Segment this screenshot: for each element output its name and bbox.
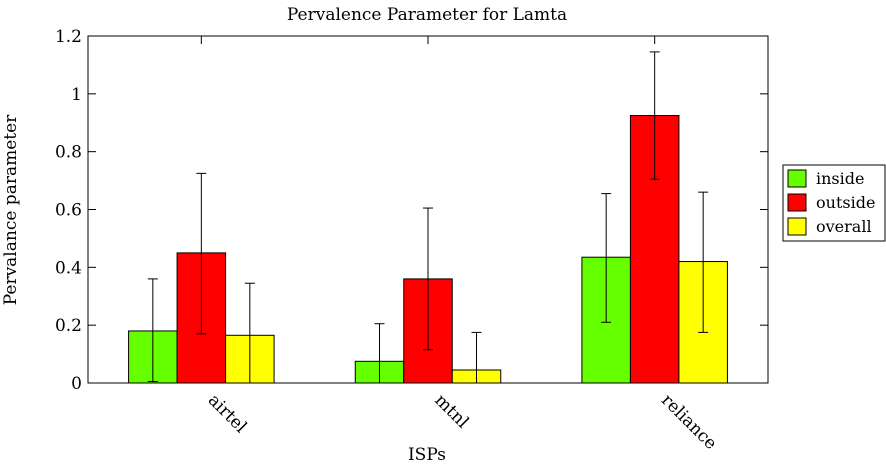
y-tick-label: 0 <box>71 374 82 394</box>
legend-label-outside: outside <box>816 193 875 212</box>
plot-area: 0 0.2 0.4 0.6 0.8 1 1.2 airtel mtnl reliance <box>55 27 769 454</box>
x-tick-label: mtnl <box>430 390 472 432</box>
legend: inside outside overall <box>782 164 886 242</box>
y-tick-label: 0.2 <box>55 316 82 336</box>
x-tick-label: airtel <box>204 390 251 437</box>
y-tick-label: 0.6 <box>55 201 82 221</box>
y-axis-label: Pervalance parameter <box>1 114 21 305</box>
legend-label-inside: inside <box>816 169 864 188</box>
legend-swatch-outside <box>787 193 807 212</box>
legend-swatch-overall <box>787 217 807 236</box>
y-tick-label: 1.2 <box>55 27 82 47</box>
legend-swatch-inside <box>787 169 807 188</box>
y-tick-label: 0.8 <box>55 143 82 163</box>
y-tick-label: 1 <box>71 85 82 105</box>
legend-label-overall: overall <box>816 217 872 236</box>
y-tick-label: 0.4 <box>55 258 82 278</box>
x-tick-label: reliance <box>657 390 720 453</box>
chart-title: Pervalence Parameter for Lamta <box>287 5 567 25</box>
x-axis-label: ISPs <box>408 445 446 464</box>
